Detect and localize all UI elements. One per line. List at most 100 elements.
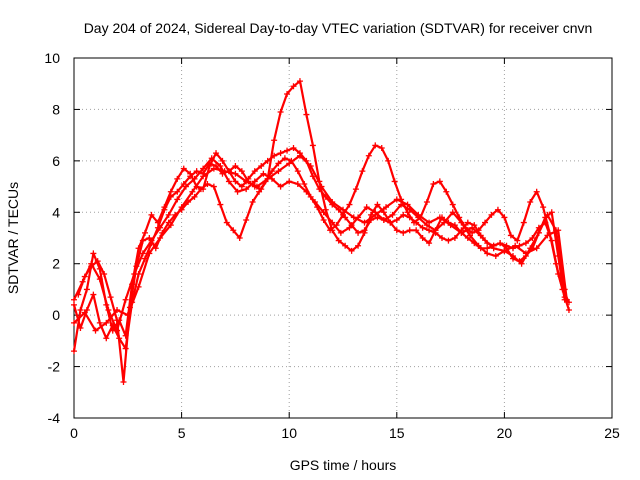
data-point — [413, 227, 420, 234]
data-point — [178, 204, 185, 211]
data-point — [210, 183, 217, 190]
data-point — [238, 183, 245, 190]
data-point — [359, 168, 366, 175]
data-point — [383, 204, 390, 211]
data-point — [303, 111, 310, 118]
data-point — [71, 296, 77, 303]
x-tick-label: 15 — [389, 425, 405, 441]
data-point — [77, 307, 84, 313]
data-point — [419, 235, 426, 241]
data-point — [415, 211, 422, 218]
data-point — [540, 204, 547, 211]
data-point — [346, 201, 353, 208]
data-point — [404, 201, 411, 208]
data-point — [277, 109, 284, 115]
data-point — [114, 307, 121, 313]
data-point — [94, 258, 101, 265]
data-point — [243, 217, 250, 223]
data-point — [522, 250, 529, 257]
data-point — [329, 199, 336, 205]
data-point — [189, 188, 196, 195]
x-tick-label: 5 — [178, 425, 186, 441]
data-point — [71, 348, 77, 355]
data-point — [333, 222, 340, 229]
data-point — [243, 178, 250, 185]
plot-frame — [73, 57, 613, 419]
data-point — [204, 181, 211, 187]
data-point — [464, 219, 471, 226]
data-point — [146, 235, 153, 241]
x-axis-label: GPS time / hours — [290, 457, 397, 473]
data-point — [174, 175, 181, 182]
data-point — [426, 240, 433, 247]
data-point — [206, 160, 213, 167]
data-point — [109, 322, 116, 329]
y-tick-label: 6 — [52, 153, 60, 169]
data-point — [387, 219, 394, 226]
x-tick-label: 25 — [604, 425, 620, 441]
data-point — [464, 235, 471, 241]
data-point — [469, 224, 476, 231]
data-point — [484, 245, 491, 252]
data-point — [88, 263, 95, 270]
data-point — [284, 147, 291, 154]
data-point — [458, 229, 465, 236]
data-point — [533, 245, 540, 252]
data-point — [565, 307, 572, 313]
data-point — [432, 227, 439, 234]
data-point — [307, 193, 314, 200]
data-point — [103, 335, 110, 342]
series-trace — [77, 144, 571, 384]
data-point — [251, 178, 258, 185]
data-point — [436, 178, 443, 185]
data-point — [193, 168, 200, 175]
data-point — [501, 214, 508, 221]
data-point — [555, 253, 562, 259]
data-point — [92, 327, 99, 334]
data-point — [391, 178, 398, 185]
series-track-4 — [75, 142, 572, 385]
data-point — [81, 309, 88, 316]
data-point — [219, 157, 226, 164]
data-point — [335, 237, 342, 244]
data-point — [374, 201, 381, 208]
data-point — [103, 319, 110, 326]
chart-title: Day 204 of 2024, Sidereal Day-to-day VTE… — [84, 20, 593, 36]
data-point — [90, 291, 97, 298]
data-point — [232, 163, 239, 169]
data-point — [443, 188, 450, 195]
x-tick-label: 10 — [281, 425, 297, 441]
data-point — [445, 237, 452, 244]
data-point — [516, 258, 523, 265]
y-tick-label: 4 — [52, 204, 60, 220]
data-point — [372, 211, 379, 218]
data-point — [133, 263, 140, 270]
data-point — [101, 271, 108, 277]
data-point — [535, 229, 542, 236]
data-point — [355, 242, 362, 249]
data-point — [124, 312, 131, 319]
data-point — [135, 283, 142, 290]
data-point — [90, 250, 97, 257]
data-point — [81, 273, 88, 280]
data-point — [314, 204, 321, 211]
data-point — [284, 91, 291, 97]
data-point — [286, 178, 293, 185]
data-point — [350, 214, 357, 221]
data-point — [346, 224, 353, 231]
data-point — [426, 227, 433, 234]
data-point — [451, 235, 458, 241]
data-point — [510, 255, 517, 262]
x-tick-label: 20 — [497, 425, 513, 441]
series-track-5 — [71, 152, 570, 334]
data-point — [309, 142, 316, 149]
data-point — [372, 142, 379, 149]
data-point — [105, 307, 112, 313]
series-layer — [71, 78, 572, 385]
data-point — [320, 217, 327, 223]
data-point — [563, 296, 570, 303]
data-point — [475, 227, 482, 234]
data-point — [365, 152, 372, 159]
data-point — [318, 183, 325, 190]
